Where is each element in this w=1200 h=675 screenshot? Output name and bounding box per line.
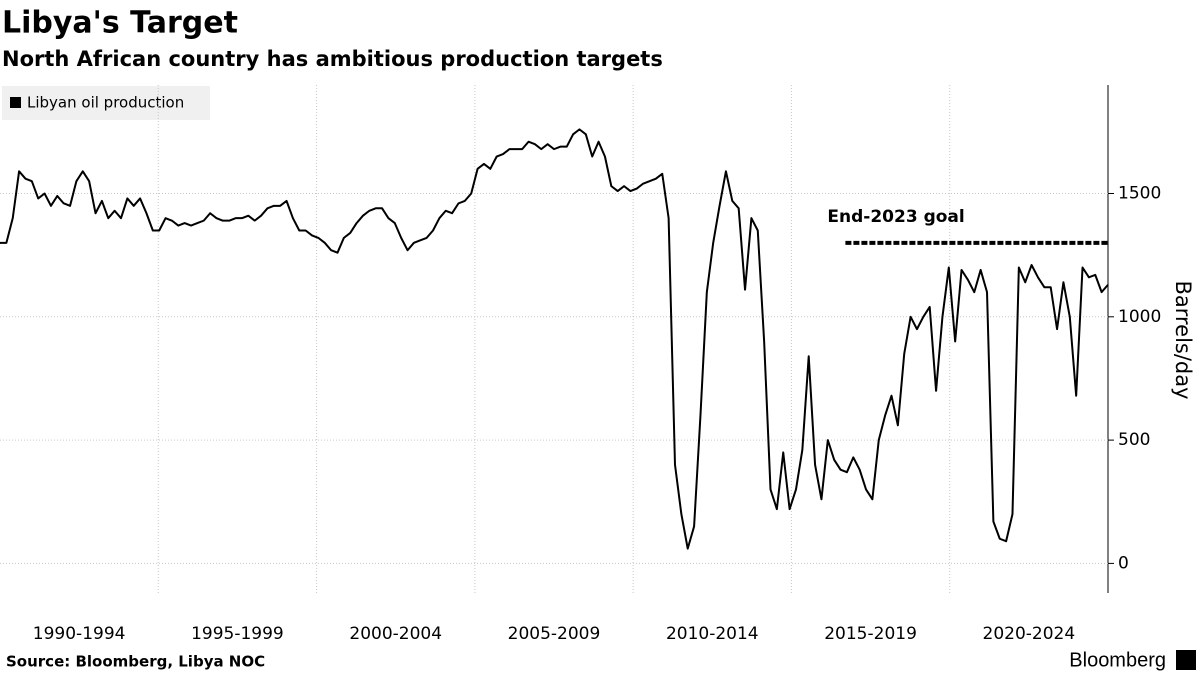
- goal-label: End-2023 goal: [827, 207, 964, 227]
- chart-subtitle: North African country has ambitious prod…: [2, 47, 663, 71]
- y-tick-label: 0: [1118, 553, 1129, 573]
- brand-icon: [1176, 650, 1196, 670]
- x-tick-label: 1990-1994: [33, 624, 126, 644]
- y-axis-label: Barrels/day: [1171, 280, 1195, 399]
- legend-box: [2, 86, 210, 120]
- legend-swatch: [10, 97, 21, 108]
- x-tick-label: 2015-2019: [824, 624, 917, 644]
- y-tick-label: 500: [1118, 430, 1150, 450]
- x-tick-label: 1995-1999: [191, 624, 284, 644]
- x-tick-label: 2005-2009: [508, 624, 601, 644]
- y-tick-label: 1000: [1118, 307, 1161, 327]
- chart-title: Libya's Target: [2, 6, 238, 41]
- x-tick-label: 2010-2014: [666, 624, 759, 644]
- x-tick-label: 2020-2024: [983, 624, 1076, 644]
- source: Source: Bloomberg, Libya NOC: [6, 653, 265, 671]
- data-line: [0, 128, 1109, 550]
- y-tick-label: 1500: [1118, 184, 1161, 204]
- legend-label: Libyan oil production: [27, 94, 184, 112]
- brand: Bloomberg: [1069, 649, 1166, 671]
- x-tick-label: 2000-2004: [349, 624, 442, 644]
